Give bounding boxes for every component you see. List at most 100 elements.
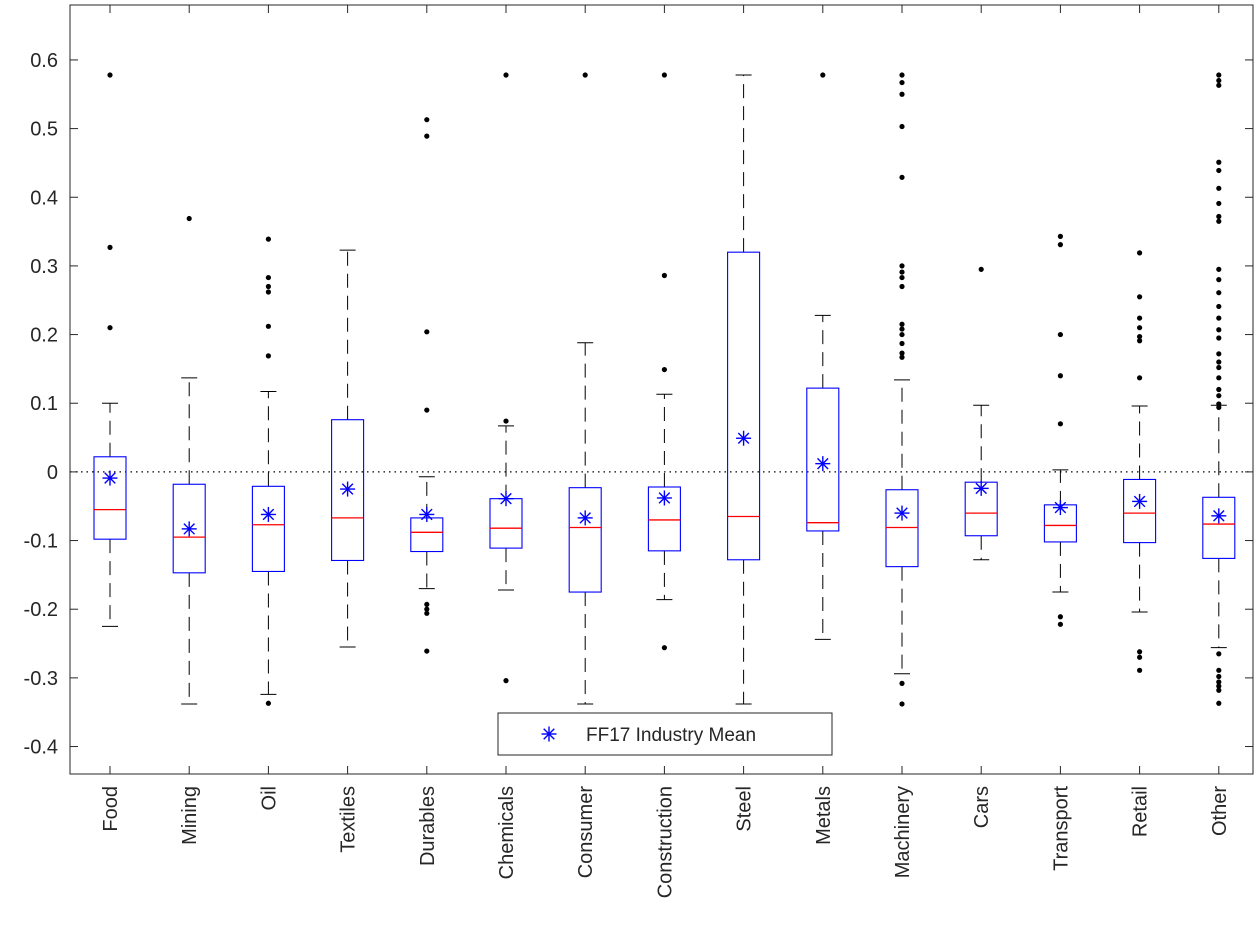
outlier-point: [1216, 386, 1222, 393]
outlier-point: [1137, 250, 1143, 256]
outlier-point: [1137, 667, 1143, 673]
outlier-point: [1216, 266, 1222, 272]
outlier-point: [1057, 614, 1063, 620]
outlier-point: [1216, 375, 1222, 381]
outlier-point: [1216, 218, 1222, 224]
outlier-point: [899, 283, 905, 290]
mean-stroke: [737, 432, 750, 445]
x-tick-label-transport: Transport: [1050, 786, 1072, 871]
box-durables: [410, 117, 444, 654]
outlier-point: [424, 601, 430, 608]
outlier-point: [1216, 683, 1222, 689]
outlier-point: [1216, 277, 1222, 283]
box-metals: [806, 72, 840, 640]
y-tick-label: 0.1: [30, 393, 58, 415]
outlier-point: [1057, 331, 1063, 338]
outlier-point: [265, 283, 271, 290]
outlier-point: [1216, 359, 1222, 365]
box-consumer: [568, 72, 602, 705]
outlier-point: [424, 648, 430, 654]
y-tick-label: 0.4: [30, 187, 58, 209]
outlier-point: [899, 274, 905, 281]
outlier-point: [424, 606, 430, 612]
outlier-point: [661, 72, 668, 78]
outlier-point: [899, 263, 905, 269]
outlier-point: [1216, 303, 1222, 310]
box-construction: [647, 72, 681, 651]
outlier-point: [1216, 77, 1222, 84]
outlier-point: [582, 72, 588, 78]
outlier-point: [1137, 375, 1143, 381]
mean-stroke: [543, 728, 555, 740]
outlier-point: [1216, 327, 1222, 333]
outlier-point: [265, 700, 271, 706]
box-cars: [964, 266, 998, 561]
outlier-point: [1137, 654, 1143, 660]
iqr-box: [93, 456, 127, 540]
mean-stroke: [183, 523, 195, 535]
iqr-box: [172, 483, 206, 574]
outlier-point: [899, 79, 905, 86]
boxes-layer: [93, 72, 1236, 707]
outlier-point: [265, 236, 271, 242]
mean-stroke: [262, 508, 275, 521]
y-tick-label: -0.1: [24, 531, 58, 553]
outlier-point: [899, 326, 905, 332]
outlier-point: [1057, 421, 1063, 427]
x-tick-label-textiles: Textiles: [338, 786, 360, 853]
x-tick-label-consumer: Consumer: [575, 786, 597, 879]
outlier-point: [107, 244, 113, 250]
mean-marker: [181, 521, 197, 537]
outlier-point: [1216, 185, 1222, 191]
iqr-box: [1202, 496, 1236, 559]
outlier-point: [1216, 679, 1222, 685]
outlier-point: [503, 72, 509, 78]
outlier-point: [899, 354, 905, 360]
x-tick-label-retail: Retail: [1130, 786, 1152, 837]
outlier-point: [1216, 200, 1222, 207]
mean-stroke: [817, 457, 829, 470]
outlier-point: [107, 325, 113, 331]
y-tick-label: -0.4: [24, 737, 58, 759]
iqr-box: [1123, 478, 1157, 544]
outlier-point: [1216, 351, 1222, 357]
mean-marker: [1211, 508, 1227, 524]
outlier-point: [820, 72, 826, 78]
outlier-point: [265, 289, 271, 295]
legend-mean-marker: [541, 726, 557, 742]
y-tick-label: 0.5: [30, 119, 58, 141]
outlier-point: [1057, 242, 1063, 248]
y-tick-label: 0.2: [30, 325, 58, 347]
mean-stroke: [896, 507, 908, 519]
outlier-point: [1216, 687, 1222, 693]
outlier-point: [1057, 621, 1063, 627]
x-tick-label-chemicals: Chemicals: [496, 786, 518, 879]
axes-layer: -0.4 -0.3 -0.2 -0.1 0 0.1 0.2 0.3 0.4 0.5 0.6 Food M…: [24, 4, 1254, 898]
outlier-point: [1216, 72, 1222, 78]
outlier-point: [899, 123, 905, 130]
x-tick-label-other: Other: [1209, 786, 1231, 836]
mean-marker: [577, 510, 593, 526]
y-tick-label: 0.6: [30, 50, 58, 72]
box-textiles: [331, 249, 365, 648]
mean-stroke: [341, 483, 354, 495]
mean-stroke: [500, 492, 512, 505]
iqr-box: [251, 485, 285, 573]
box-transport: [1043, 233, 1077, 627]
mean-marker: [894, 505, 910, 521]
outlier-point: [1216, 700, 1222, 706]
mean-marker: [1132, 493, 1148, 509]
x-tick-label-construction: Construction: [654, 786, 676, 898]
outlier-point: [899, 331, 905, 338]
outlier-point: [899, 91, 905, 97]
outlier-point: [1216, 159, 1222, 165]
legend-star: [541, 726, 557, 742]
iqr-box: [647, 486, 681, 552]
mean-marker: [973, 480, 989, 496]
iqr-box: [885, 489, 919, 568]
outlier-point: [1137, 294, 1143, 300]
outlier-point: [1216, 213, 1222, 220]
y-tick-label: 0: [47, 462, 58, 484]
legend-label: FF17 Industry Mean: [586, 725, 756, 746]
